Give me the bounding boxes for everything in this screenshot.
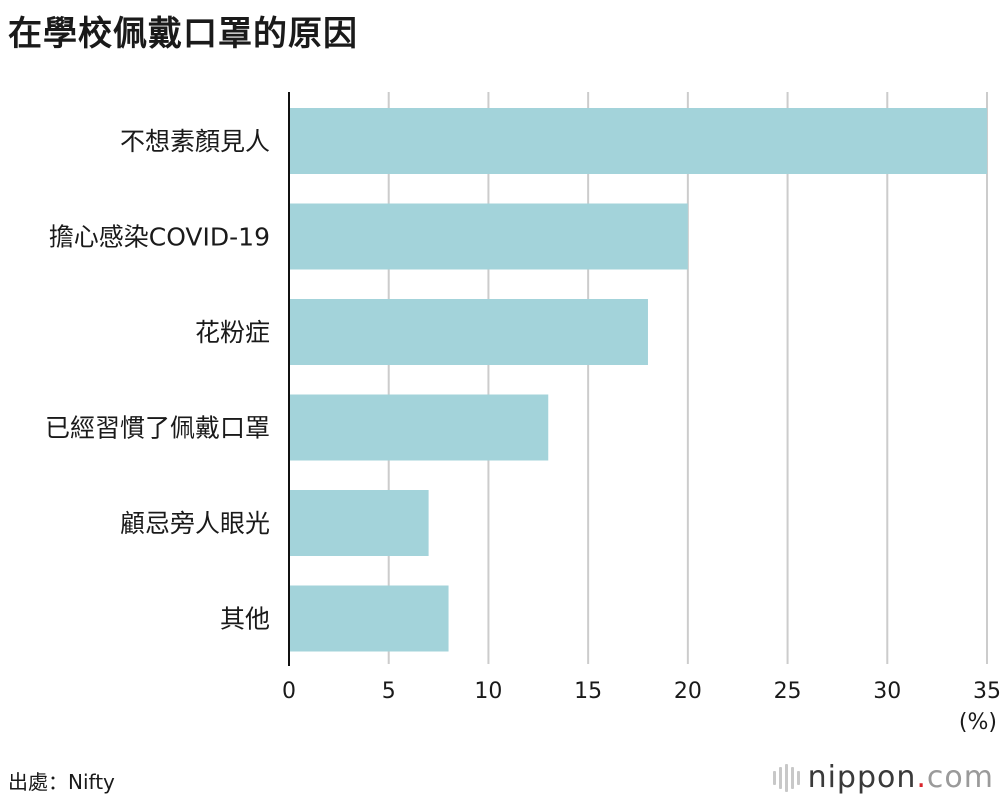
- x-unit-label: (%): [959, 710, 997, 735]
- chart-title: 在學校佩戴口罩的原因: [8, 14, 358, 54]
- bar-5: [289, 585, 449, 652]
- brand-wordmark: nippon.com: [808, 760, 994, 795]
- x-tick-label-15: 15: [574, 679, 602, 704]
- x-tick-label-10: 10: [474, 679, 502, 704]
- bar-1: [289, 203, 688, 270]
- brand-name: nippon: [807, 760, 917, 795]
- category-label-0: 不想素顏見人: [120, 127, 270, 156]
- category-label-5: 其他: [220, 605, 270, 634]
- category-label-4: 顧忌旁人眼光: [120, 509, 270, 538]
- brand-bars-icon: [772, 763, 800, 792]
- brand-tld: com: [926, 760, 994, 795]
- bar-3: [289, 394, 549, 461]
- brand-logo: nippon.com: [772, 760, 994, 795]
- category-label-3: 已經習慣了佩戴口罩: [45, 414, 270, 443]
- x-tick-label-35: 35: [973, 679, 1000, 704]
- x-tick-label-25: 25: [774, 679, 802, 704]
- bar-4: [289, 490, 429, 556]
- bar-0: [289, 108, 987, 174]
- source-note: 出處：Nifty: [8, 770, 115, 794]
- category-label-2: 花粉症: [195, 318, 270, 347]
- category-label-1: 擔心感染COVID-19: [49, 223, 270, 252]
- x-tick-label-5: 5: [382, 679, 396, 704]
- x-tick-label-0: 0: [282, 679, 296, 704]
- brand-dot: .: [916, 760, 927, 795]
- x-tick-label-20: 20: [674, 679, 702, 704]
- x-tick-label-30: 30: [873, 679, 901, 704]
- bar-2: [289, 299, 648, 365]
